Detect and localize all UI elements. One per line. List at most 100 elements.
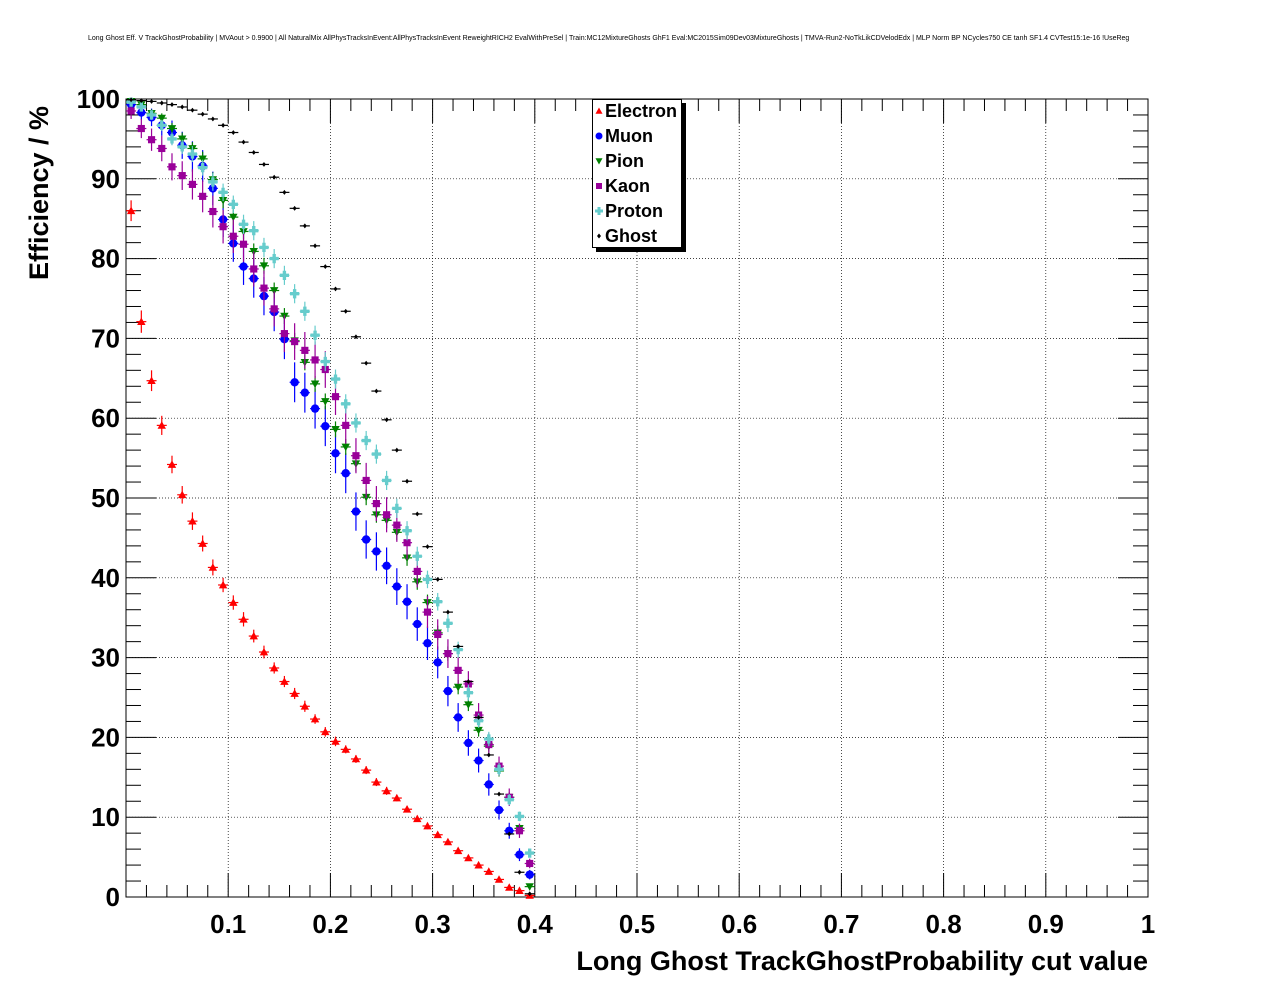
proton-point (371, 449, 382, 459)
kaon-point (413, 567, 421, 575)
ghost-point (272, 174, 277, 180)
proton-point (504, 795, 514, 805)
x-tick-label: 0.5 (619, 909, 655, 939)
proton-point (157, 120, 167, 130)
proton-point (433, 597, 443, 607)
ghost-point (333, 286, 338, 292)
kaon-point (291, 338, 299, 346)
proton-point (218, 187, 228, 197)
electron-point (341, 745, 350, 753)
proton-point (361, 435, 371, 446)
chart-legend: Electron Muon Pion Kaon Proton Ghost (592, 99, 682, 248)
electron-point (208, 563, 218, 571)
muon-point (361, 535, 371, 544)
muon-point (382, 561, 391, 571)
muon-point (300, 388, 310, 397)
electron-point (351, 754, 361, 763)
proton-point (187, 149, 198, 159)
ghost-point (282, 189, 287, 195)
legend-muon-label: Muon (605, 126, 653, 146)
ghost-point (231, 130, 236, 135)
muon-point (474, 756, 483, 765)
ghost-point (415, 511, 420, 517)
legend-proton-label: Proton (605, 201, 663, 221)
proton-point (351, 418, 361, 428)
proton-point (473, 716, 484, 726)
proton-point (453, 645, 463, 655)
y-tick-label: 90 (91, 164, 120, 194)
y-tick-label: 60 (91, 403, 120, 433)
electron-point (137, 317, 146, 326)
pion-point (453, 683, 463, 692)
proton-point (525, 848, 535, 858)
legend-item-pion: Pion (593, 150, 681, 175)
x-tick-label: 0.9 (1028, 909, 1064, 939)
proton-point (249, 226, 259, 236)
ghost-point (507, 831, 512, 837)
ghost-point (200, 111, 205, 117)
kaon-point (444, 650, 452, 658)
kaon-point (188, 180, 196, 188)
electron-point (453, 846, 463, 855)
electron-point (249, 631, 258, 640)
kaon-point (250, 265, 258, 273)
kaon-point (331, 393, 340, 401)
proton-point (381, 475, 392, 486)
x-tick-label: 0.1 (210, 909, 246, 939)
ghost-point (374, 388, 379, 394)
kaon-point (260, 284, 268, 292)
ghost-point (405, 478, 410, 484)
proton-point (279, 270, 290, 280)
x-tick-label: 0.8 (926, 909, 962, 939)
ghost-point (241, 139, 246, 145)
ghost-point (394, 447, 399, 453)
proton-point (422, 574, 433, 585)
kaon-point (127, 107, 135, 115)
muon-point (423, 639, 432, 648)
y-tick-label: 70 (91, 323, 120, 353)
ghost-point (425, 544, 430, 550)
proton-point (146, 110, 157, 120)
ghost-point (517, 869, 522, 875)
ghost-point (486, 752, 491, 758)
kaon-point (362, 476, 370, 485)
electron-point (310, 714, 320, 723)
kaon-point (199, 192, 207, 200)
muon-point (402, 597, 412, 606)
ghost-point (343, 308, 348, 314)
electron-point (433, 830, 442, 839)
muon-point (137, 108, 146, 117)
ghost-point (313, 243, 318, 249)
proton-point (269, 253, 279, 264)
kaon-point (301, 346, 309, 354)
electron-point (321, 727, 330, 736)
kaon-point (311, 356, 319, 364)
pion-point (198, 155, 207, 164)
electron-point (157, 421, 166, 429)
kaon-point (239, 240, 248, 248)
proton-point (310, 330, 320, 340)
kaon-point (393, 521, 401, 529)
ghost-point (149, 98, 154, 104)
x-tick-label: 0.6 (721, 909, 757, 939)
ghost-point (159, 100, 164, 106)
pion-point (259, 262, 269, 270)
muon-point (464, 738, 473, 748)
kaon-point (423, 608, 432, 616)
legend-item-kaon: Kaon (593, 175, 681, 200)
proton-point (463, 688, 473, 698)
electron-point (126, 206, 136, 215)
electron-point (494, 875, 504, 883)
kaon-point (219, 223, 227, 231)
ghost-point (262, 161, 266, 167)
muon-point (443, 686, 453, 696)
muon-point (321, 421, 330, 431)
y-tick-label: 80 (91, 244, 120, 274)
legend-electron-marker (595, 107, 603, 114)
electron-point (464, 853, 473, 862)
legend-item-ghost: Ghost (593, 225, 681, 250)
ghost-point (466, 679, 471, 684)
ghost-point (170, 102, 174, 108)
proton-point (167, 134, 177, 144)
legend-proton-marker (595, 207, 603, 215)
